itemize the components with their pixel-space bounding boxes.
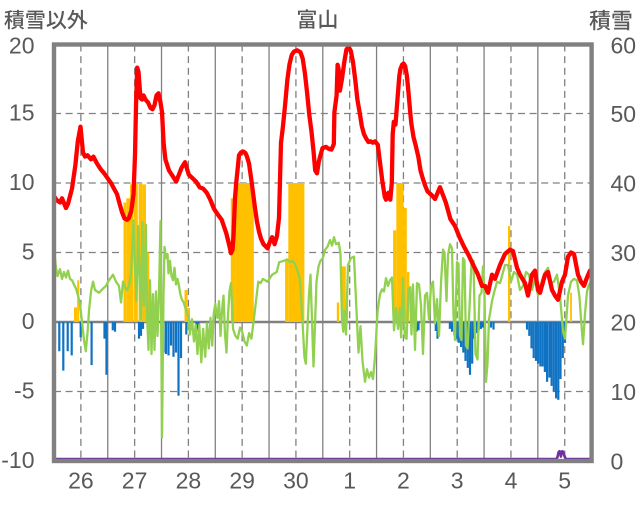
svg-text:20: 20: [9, 33, 35, 59]
svg-text:29: 29: [229, 468, 255, 494]
svg-text:4: 4: [505, 468, 518, 494]
svg-text:27: 27: [122, 468, 148, 494]
svg-text:10: 10: [611, 379, 636, 405]
svg-text:15: 15: [9, 99, 35, 125]
svg-text:28: 28: [176, 468, 202, 494]
svg-text:5: 5: [558, 468, 571, 494]
svg-text:10: 10: [9, 169, 35, 195]
svg-text:5: 5: [22, 238, 35, 264]
svg-text:50: 50: [611, 101, 636, 127]
svg-text:3: 3: [451, 468, 464, 494]
svg-text:1: 1: [343, 468, 356, 494]
svg-text:60: 60: [611, 33, 636, 59]
svg-text:40: 40: [611, 170, 636, 196]
svg-text:26: 26: [68, 468, 94, 494]
svg-text:-10: -10: [1, 447, 34, 473]
svg-text:0: 0: [22, 308, 35, 334]
svg-text:30: 30: [611, 240, 636, 266]
svg-text:0: 0: [611, 448, 624, 474]
svg-text:-5: -5: [14, 377, 34, 403]
svg-text:30: 30: [283, 468, 309, 494]
svg-text:20: 20: [611, 309, 636, 335]
svg-text:2: 2: [397, 468, 410, 494]
